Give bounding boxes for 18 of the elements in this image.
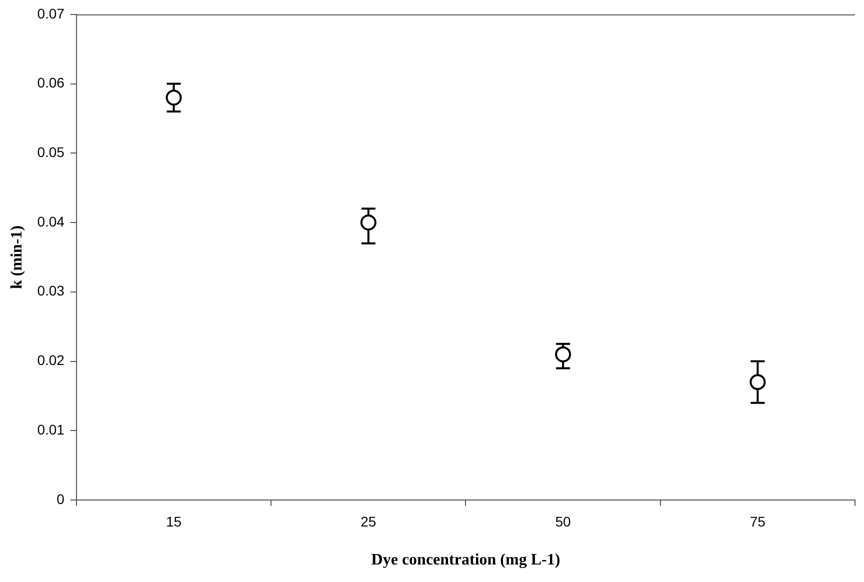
x-tick-label: 75 xyxy=(750,513,766,530)
y-tick-label: 0 xyxy=(56,490,65,507)
point xyxy=(360,214,376,231)
x-tick-label: 50 xyxy=(555,513,572,530)
y-tick-label: 0.05 xyxy=(37,144,65,160)
y-tick-label: 0.06 xyxy=(37,74,65,91)
y-tick-label: 0.02 xyxy=(37,352,65,368)
x-tick-label: 25 xyxy=(360,513,376,530)
y-tick-label: 0.01 xyxy=(37,421,65,438)
y-tick-label: 0.03 xyxy=(37,282,65,299)
point xyxy=(555,346,572,362)
y-tick-label: 0.04 xyxy=(37,213,65,230)
x-axis-title: Dye concentration (mg L-1) xyxy=(371,552,560,569)
y-axis-title: k (min-1) xyxy=(8,225,26,289)
y-tick-label: 0.07 xyxy=(37,5,65,22)
point xyxy=(166,90,182,106)
point xyxy=(750,374,766,390)
x-tick-label: 15 xyxy=(166,513,182,530)
